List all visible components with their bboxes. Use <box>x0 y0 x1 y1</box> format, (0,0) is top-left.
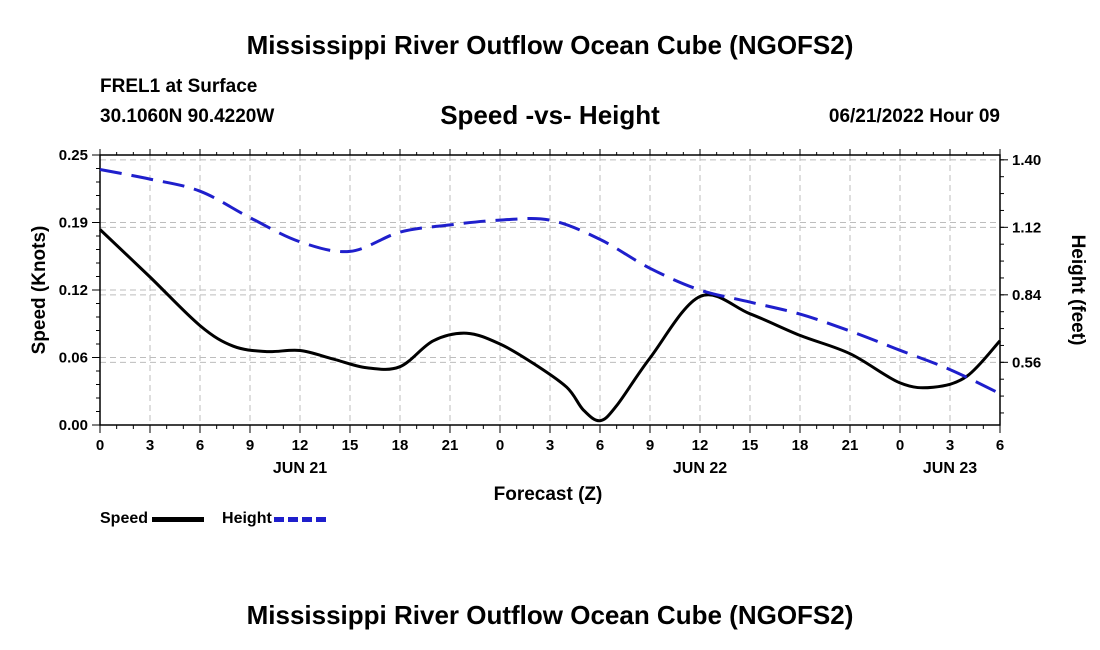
speed-height-chart: 0 3 6 9 12 15 18 21 0 3 6 9 12 15 18 21 0 3 6 JUN 21 JUN 22 J… <box>29 147 1088 505</box>
x-tick-label: 0 <box>896 437 904 454</box>
main-title: Mississippi River Outflow Ocean Cube (NG… <box>246 30 854 60</box>
y-axis-label: Speed (Knots) <box>29 226 50 355</box>
series-speed-line <box>98 228 1002 423</box>
day-label: JUN 21 <box>273 460 327 477</box>
x-tick-label: 3 <box>946 437 954 454</box>
y2-tick-label: 1.12 <box>1012 219 1041 236</box>
y-tick-label: 0.06 <box>59 350 88 367</box>
x-tick-label: 21 <box>442 437 459 454</box>
x-tick-label: 15 <box>742 437 759 454</box>
x-tick-label: 3 <box>146 437 154 454</box>
x-tick-label: 6 <box>996 437 1004 454</box>
legend-height-swatch <box>273 516 326 522</box>
chart-title: Speed -vs- Height <box>440 100 660 130</box>
x-axis-label: Forecast (Z) <box>494 484 603 505</box>
x-tick-label: 12 <box>292 437 309 454</box>
x-tick-label: 21 <box>842 437 859 454</box>
legend-speed-swatch <box>152 516 205 522</box>
station-coords: 30.1060N 90.4220W <box>100 106 275 127</box>
axis-ticks <box>92 149 1008 433</box>
y-tick-label: 0.00 <box>59 417 88 434</box>
y2-tick-label: 1.40 <box>1012 152 1041 169</box>
forecast-date: 06/21/2022 Hour 09 <box>828 106 1000 127</box>
x-tick-label: 0 <box>96 437 104 454</box>
y2-tick-label: 0.56 <box>1012 354 1041 371</box>
y2-tick-label: 0.84 <box>1012 287 1042 304</box>
x-tick-label: 0 <box>496 437 504 454</box>
station-label: FREL1 at Surface <box>100 76 258 97</box>
day-label: JUN 23 <box>923 460 977 477</box>
x-tick-label: 18 <box>392 437 409 454</box>
x-tick-label: 15 <box>342 437 359 454</box>
day-label: JUN 22 <box>673 460 727 477</box>
x-tick-label: 6 <box>196 437 204 454</box>
footer-title: Mississippi River Outflow Ocean Cube (NG… <box>246 600 854 630</box>
y-tick-label: 0.19 <box>59 215 88 232</box>
y2-axis-label: Height (feet) <box>1067 235 1088 346</box>
chart-legend: Speed Height <box>100 510 326 528</box>
chart-grid <box>100 155 1000 425</box>
axis-tick-labels: 0 3 6 9 12 15 18 21 0 3 6 9 12 15 18 21 0 3 6 JUN 21 JUN 22 J… <box>59 147 1042 477</box>
y-tick-label: 0.12 <box>59 282 88 299</box>
y-tick-label: 0.25 <box>59 147 88 164</box>
x-tick-label: 9 <box>646 437 654 454</box>
x-tick-label: 9 <box>246 437 254 454</box>
chart-series <box>98 168 1002 423</box>
x-tick-label: 18 <box>792 437 809 454</box>
x-tick-label: 3 <box>546 437 554 454</box>
x-tick-label: 6 <box>596 437 604 454</box>
legend-height-label: Height <box>222 510 272 527</box>
legend-speed-label: Speed <box>100 510 149 527</box>
x-tick-label: 12 <box>692 437 709 454</box>
